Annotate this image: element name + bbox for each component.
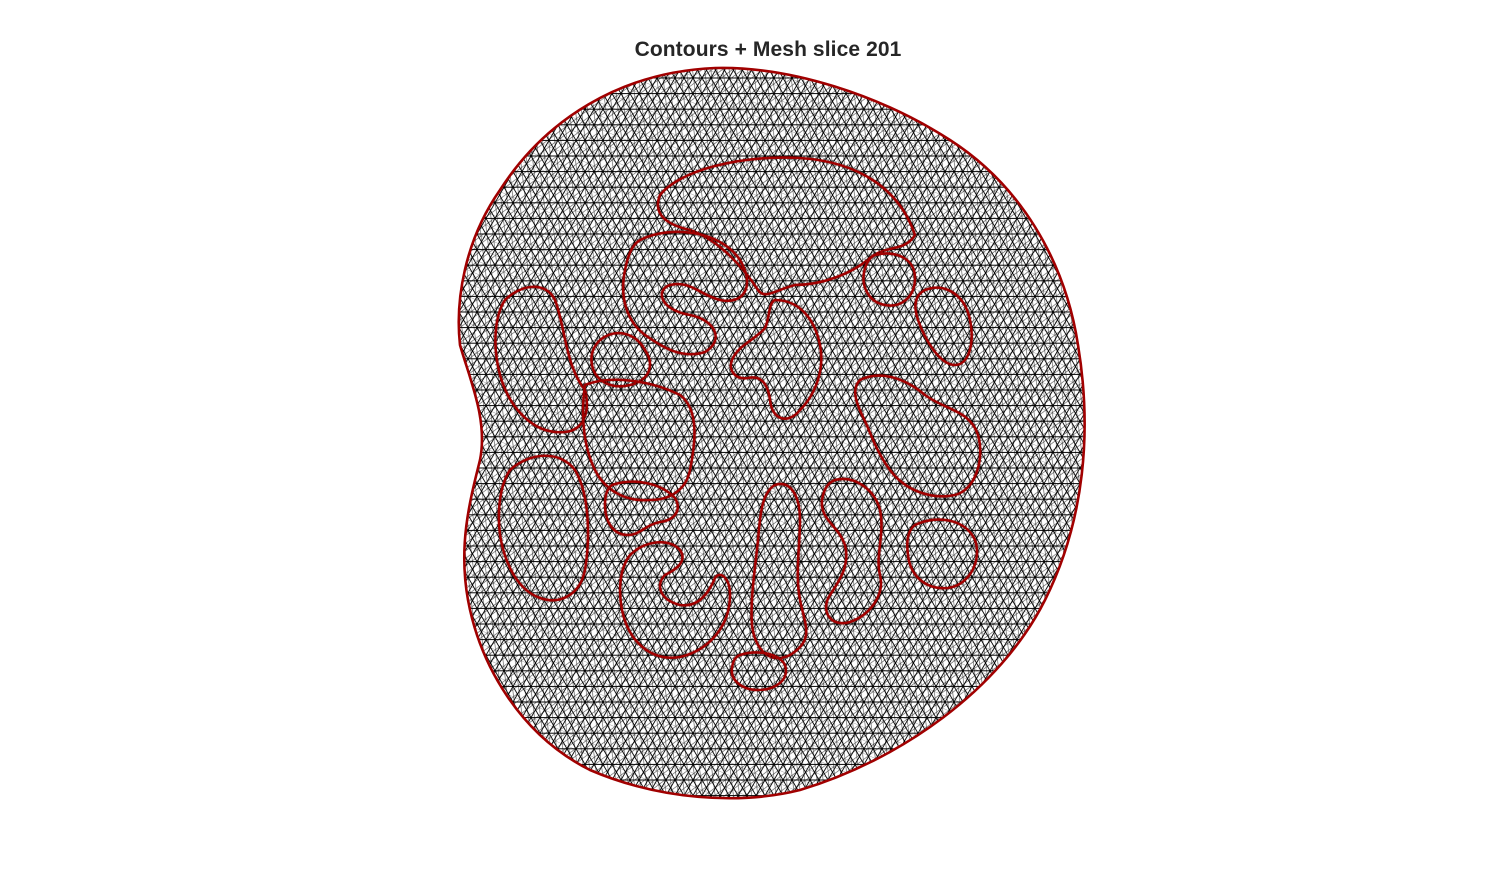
region-bottom-small-contour [730, 651, 788, 692]
region-top-cap-contour [656, 156, 917, 296]
region-left-lower-contour [497, 454, 590, 602]
region-small-lower-left-contour [603, 480, 680, 537]
region-right-lower-blob-contour [905, 518, 979, 590]
region-right-big-contour [853, 374, 982, 498]
contour-lines [457, 66, 1086, 800]
figure-title: Contours + Mesh slice 201 [634, 38, 902, 61]
region-lower-left-swirl-contour [618, 541, 732, 660]
region-upper-left-lobe-contour [621, 230, 749, 356]
region-center-left-big-contour [581, 378, 696, 502]
region-lower-right-hook-contour [820, 477, 883, 625]
region-left-mid-contour [590, 331, 652, 388]
region-lower-center-tall-contour [750, 482, 808, 660]
outer-boundary-contour [457, 66, 1086, 800]
region-right-elongated-contour [914, 286, 973, 367]
region-center-blob-contour [729, 298, 823, 420]
region-small-right-blob-contour [862, 252, 917, 307]
triangular-mesh [458, 67, 1085, 799]
